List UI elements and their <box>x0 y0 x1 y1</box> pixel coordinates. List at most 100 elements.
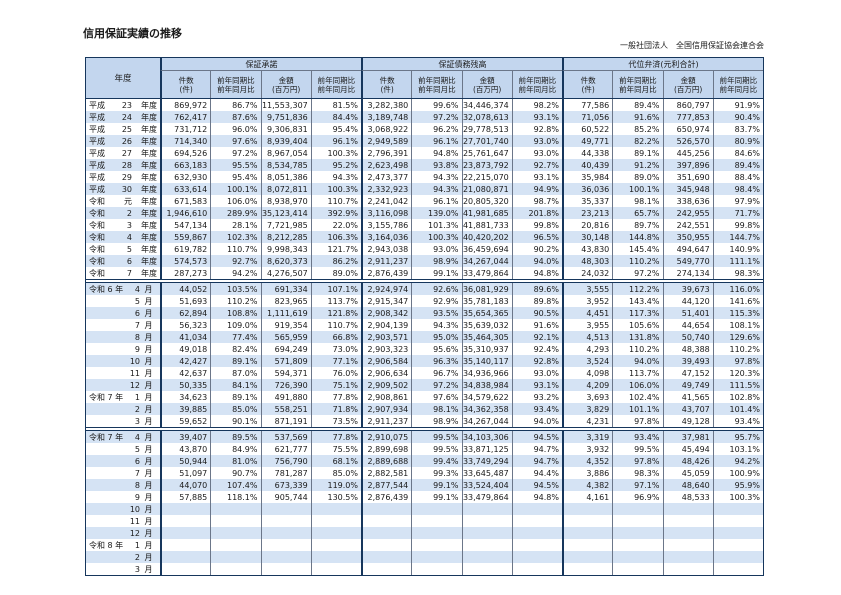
data-cell: 2,473,377 <box>361 171 411 183</box>
label-part: 月 <box>144 404 153 414</box>
data-cell: 43,707 <box>662 403 713 415</box>
data-cell: 45,494 <box>662 443 713 455</box>
label-part: 4 <box>126 232 132 242</box>
data-cell: 85.0% <box>310 467 361 479</box>
data-cell: 25,761,647 <box>461 147 512 159</box>
data-cell: 121.8% <box>310 307 361 319</box>
data-cell: 3,164,036 <box>361 231 411 243</box>
label-part: 10 <box>129 356 140 366</box>
fiscal-year-cell: 平成 25 年度 <box>86 123 160 135</box>
data-cell: 2,876,439 <box>361 491 411 503</box>
fiscal-year-cell: 平成 29 年度 <box>86 171 160 183</box>
data-cell: 3,282,380 <box>361 99 411 111</box>
table-row: 令和 7 年 1 月 34,623 89.1% 491,880 77.8% 2,908,861… <box>86 391 763 403</box>
data-cell <box>411 503 461 515</box>
data-cell: 82.4% <box>210 343 260 355</box>
table-row: 令和 6 年度 574,573 92.7% 8,620,373 86.2% 2,911,237… <box>86 255 763 267</box>
data-cell <box>411 527 461 539</box>
data-cell: 92.1% <box>511 331 562 343</box>
data-cell: 97.2% <box>411 111 461 123</box>
label-part: 令和 <box>89 268 105 278</box>
data-cell: 89.0% <box>612 171 662 183</box>
label-part: 年度 <box>141 112 157 122</box>
label-part: 12 <box>129 528 140 538</box>
data-cell: 35,639,032 <box>461 319 512 331</box>
data-cell: 66.8% <box>310 331 361 343</box>
label-part: 月 <box>144 308 153 318</box>
data-cell: 65.7% <box>612 207 662 219</box>
data-cell: 39,673 <box>662 283 713 295</box>
data-cell <box>361 563 411 575</box>
data-cell: 97.8% <box>612 455 662 467</box>
data-cell: 90.4% <box>712 111 763 123</box>
data-cell: 526,570 <box>662 135 713 147</box>
data-cell: 3,524 <box>562 355 612 367</box>
table-row: 10 月 42,427 89.1% 571,809 77.1% 2,906,584 96.3%… <box>86 355 763 367</box>
data-cell <box>260 563 311 575</box>
data-cell: 726,390 <box>260 379 311 391</box>
fiscal-year-cell: 令和 6 年度 <box>86 255 160 267</box>
label-part: 令和 <box>89 256 105 266</box>
table-row: 平成 23 年度 869,972 86.7% 11,553,307 81.5% 3,282,3… <box>86 99 763 111</box>
data-cell: 42,427 <box>160 355 210 367</box>
data-cell: 89.1% <box>210 355 260 367</box>
data-cell <box>712 527 763 539</box>
data-cell: 537,569 <box>260 431 311 443</box>
label-part: 平成 <box>89 112 105 122</box>
data-cell: 110.2% <box>712 343 763 355</box>
data-cell: 1,111,619 <box>260 307 311 319</box>
data-cell: 98.3% <box>712 267 763 279</box>
data-cell: 392.9% <box>310 207 361 219</box>
data-cell: 102.4% <box>612 391 662 403</box>
label-part: 4 <box>134 284 140 294</box>
label-part: 前年同期比 <box>217 75 255 85</box>
data-cell: 34,838,984 <box>461 379 512 391</box>
data-cell: 139.0% <box>411 207 461 219</box>
data-cell: 99.1% <box>411 479 461 491</box>
data-cell: 85.0% <box>210 403 260 415</box>
label-part: 年度 <box>141 256 157 266</box>
label-part: 25 <box>121 124 132 134</box>
data-cell: 121.7% <box>310 243 361 255</box>
data-cell: 691,334 <box>260 283 311 295</box>
data-cell <box>210 515 260 527</box>
label-part: (百万円) <box>673 84 703 94</box>
label-part: 前年同月比 <box>518 84 557 94</box>
column-header: 金額 (百万円) <box>260 71 311 98</box>
data-cell: 559,867 <box>160 231 210 243</box>
data-cell: 33,479,864 <box>461 267 512 279</box>
data-cell: 2,332,923 <box>361 183 411 195</box>
data-cell: 144.7% <box>712 231 763 243</box>
data-cell: 3,952 <box>562 295 612 307</box>
label-part: 年度 <box>141 184 157 194</box>
column-header: 件数 (件) <box>361 71 411 98</box>
section-monthly_r7: 令和 7 年 4 月 39,407 89.5% 537,569 77.8% 2,910,075… <box>86 430 763 575</box>
data-cell: 93.0% <box>511 135 562 147</box>
data-cell: 351,690 <box>662 171 713 183</box>
data-cell <box>461 503 512 515</box>
data-cell: 91.6% <box>511 319 562 331</box>
data-cell: 41,981,685 <box>461 207 512 219</box>
label-part: 3 <box>134 416 140 426</box>
data-cell <box>310 503 361 515</box>
data-cell: 97.2% <box>612 267 662 279</box>
data-cell: 33,479,864 <box>461 491 512 503</box>
label-part: 7 <box>126 268 132 278</box>
data-cell: 594,371 <box>260 367 311 379</box>
data-cell: 2,623,498 <box>361 159 411 171</box>
data-cell: 71.7% <box>712 207 763 219</box>
data-cell: 98.3% <box>612 467 662 479</box>
data-cell: 2,906,584 <box>361 355 411 367</box>
fiscal-year-cell: 平成 27 年度 <box>86 147 160 159</box>
data-cell: 100.3% <box>712 491 763 503</box>
data-cell: 68.1% <box>310 455 361 467</box>
data-cell: 144.8% <box>612 231 662 243</box>
label-part: 平成 <box>89 184 105 194</box>
data-cell: 95.7% <box>712 431 763 443</box>
data-cell: 89.6% <box>511 283 562 295</box>
